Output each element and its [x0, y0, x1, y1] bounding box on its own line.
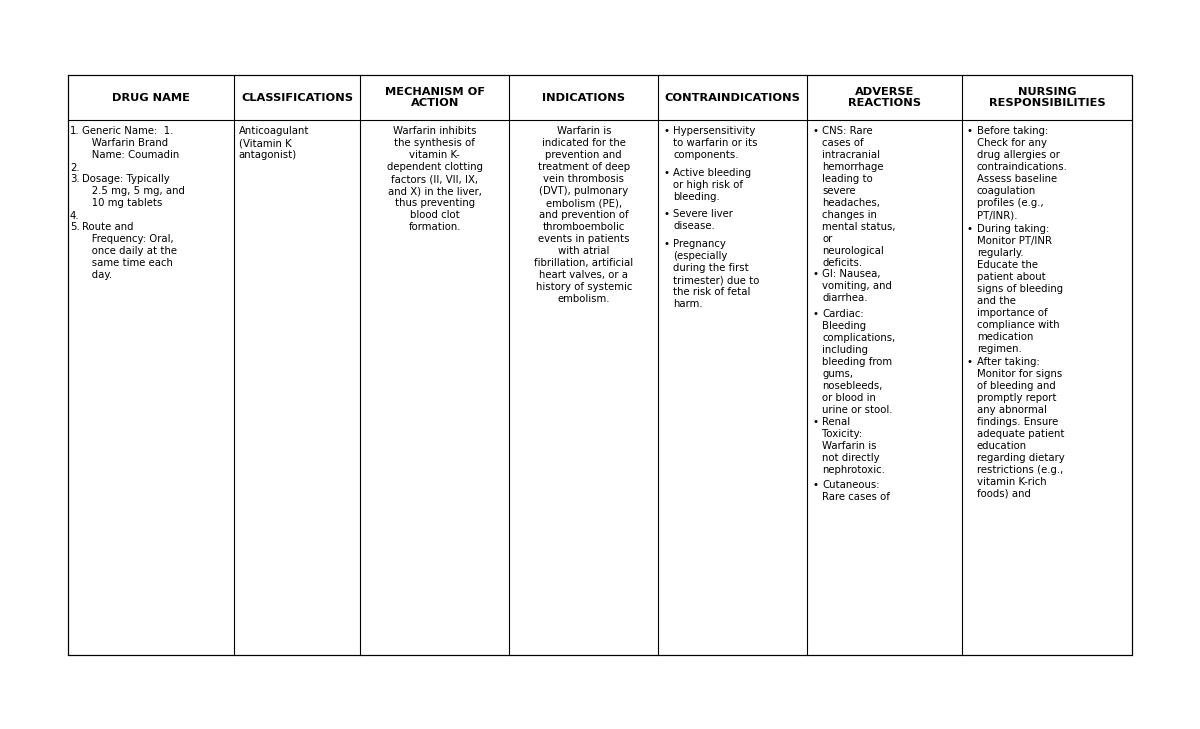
Text: Before taking:
Check for any
drug allergies or
contraindications.
Assess baselin: Before taking: Check for any drug allerg…: [977, 126, 1068, 220]
Text: Dosage: Typically
   2.5 mg, 5 mg, and
   10 mg tablets: Dosage: Typically 2.5 mg, 5 mg, and 10 m…: [82, 174, 185, 208]
Text: •: •: [664, 239, 670, 249]
Text: NURSING
RESPONSIBILITIES: NURSING RESPONSIBILITIES: [989, 87, 1105, 109]
Text: •: •: [967, 126, 973, 136]
Text: Anticoagulant
(Vitamin K
antagonist): Anticoagulant (Vitamin K antagonist): [239, 126, 310, 160]
Text: •: •: [967, 356, 973, 367]
Text: After taking:
Monitor for signs
of bleeding and
promptly report
any abnormal
fin: After taking: Monitor for signs of bleed…: [977, 356, 1064, 499]
Text: •: •: [812, 269, 818, 279]
Text: 3.: 3.: [70, 174, 79, 184]
Text: Cardiac:
Bleeding
complications,
including
bleeding from
gums,
nosebleeds,
or bl: Cardiac: Bleeding complications, includi…: [822, 308, 895, 415]
Text: •: •: [812, 126, 818, 136]
Text: •: •: [812, 417, 818, 427]
Text: CONTRAINDICATIONS: CONTRAINDICATIONS: [665, 93, 800, 103]
Text: Renal
Toxicity:
Warfarin is
not directly
nephrotoxic.: Renal Toxicity: Warfarin is not directly…: [822, 417, 886, 475]
Text: 2.: 2.: [70, 163, 79, 173]
Text: INDICATIONS: INDICATIONS: [542, 93, 625, 103]
Text: During taking:
Monitor PT/INR
regularly.
Educate the
patient about
signs of blee: During taking: Monitor PT/INR regularly.…: [977, 224, 1063, 354]
Text: •: •: [664, 126, 670, 136]
Text: •: •: [664, 209, 670, 219]
Text: MECHANISM OF
ACTION: MECHANISM OF ACTION: [385, 87, 485, 109]
Text: •: •: [967, 224, 973, 234]
Text: Warfarin inhibits
the synthesis of
vitamin K-
dependent clotting
factors (II, VI: Warfarin inhibits the synthesis of vitam…: [386, 126, 482, 232]
Text: CLASSIFICATIONS: CLASSIFICATIONS: [241, 93, 353, 103]
Text: Hypersensitivity
to warfarin or its
components.: Hypersensitivity to warfarin or its comp…: [673, 126, 757, 160]
Text: •: •: [812, 480, 818, 489]
Text: Generic Name:  1.
   Warfarin Brand
   Name: Coumadin: Generic Name: 1. Warfarin Brand Name: Co…: [82, 126, 179, 160]
Text: 5.: 5.: [70, 222, 79, 232]
Text: DRUG NAME: DRUG NAME: [112, 93, 190, 103]
Text: CNS: Rare
cases of
intracranial
hemorrhage
leading to
severe
headaches,
changes : CNS: Rare cases of intracranial hemorrha…: [822, 126, 895, 268]
Text: Active bleeding
or high risk of
bleeding.: Active bleeding or high risk of bleeding…: [673, 168, 751, 201]
Text: GI: Nausea,
vomiting, and
diarrhea.: GI: Nausea, vomiting, and diarrhea.: [822, 269, 892, 303]
Text: 1.: 1.: [70, 126, 79, 136]
Text: Severe liver
disease.: Severe liver disease.: [673, 209, 733, 231]
Text: Cutaneous:
Rare cases of: Cutaneous: Rare cases of: [822, 480, 890, 502]
Text: •: •: [664, 168, 670, 177]
Text: •: •: [812, 308, 818, 319]
Text: Warfarin is
indicated for the
prevention and
treatment of deep
vein thrombosis
(: Warfarin is indicated for the prevention…: [534, 126, 634, 304]
Bar: [68, 75, 1132, 655]
Text: Route and
   Frequency: Oral,
   once daily at the
   same time each
   day.: Route and Frequency: Oral, once daily at…: [82, 222, 178, 280]
Text: ADVERSE
REACTIONS: ADVERSE REACTIONS: [848, 87, 920, 109]
Text: 4.: 4.: [70, 211, 79, 220]
Text: Pregnancy
(especially
during the first
trimester) due to
the risk of fetal
harm.: Pregnancy (especially during the first t…: [673, 239, 760, 309]
